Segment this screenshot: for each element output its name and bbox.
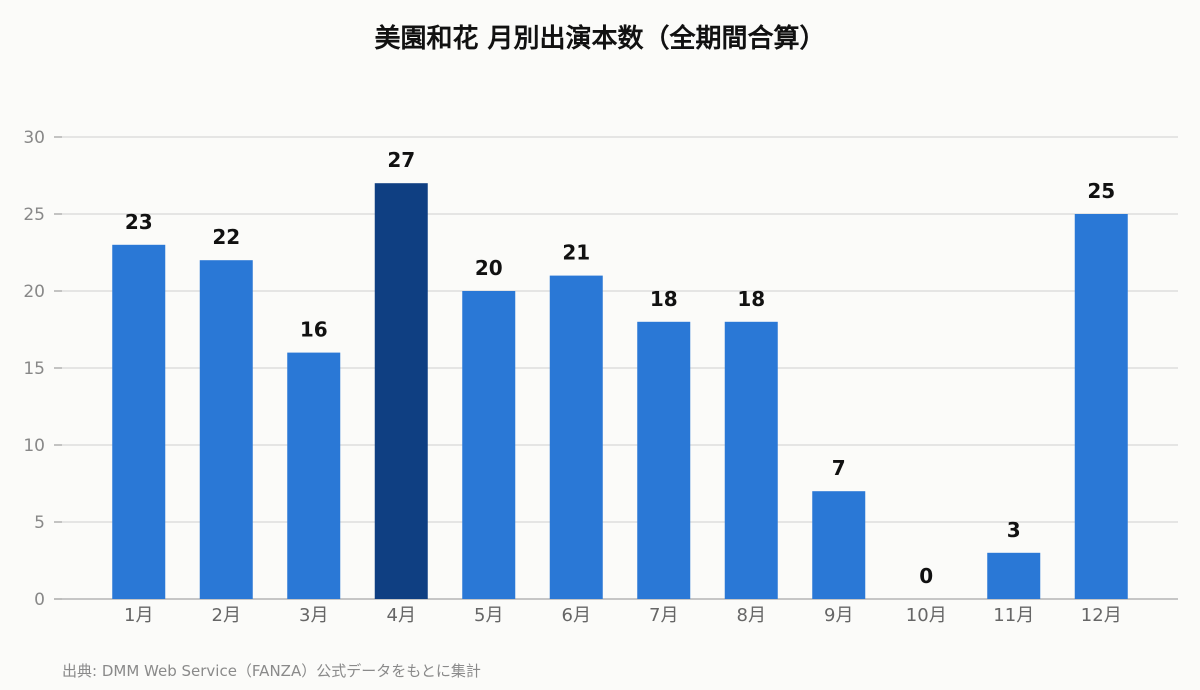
- data-label: 18: [650, 287, 678, 311]
- data-label: 27: [387, 148, 415, 172]
- data-label: 22: [212, 225, 240, 249]
- x-tick-label: 8月: [737, 605, 766, 626]
- x-tick-label: 12月: [1081, 605, 1122, 626]
- data-label: 20: [475, 256, 503, 280]
- x-tick-label: 4月: [387, 605, 416, 626]
- x-tick-label: 5月: [474, 605, 503, 626]
- x-tick-label: 11月: [993, 605, 1034, 626]
- data-label: 18: [737, 287, 765, 311]
- x-tick-label: 9月: [824, 605, 853, 626]
- x-tick-label: 2月: [212, 605, 241, 626]
- bar: [724, 321, 778, 599]
- y-tick-label: 0: [34, 590, 45, 610]
- bar: [987, 552, 1041, 599]
- bar: [374, 183, 428, 599]
- x-tick-label: 6月: [562, 605, 591, 626]
- bar: [287, 352, 341, 599]
- x-tick-label: 3月: [299, 605, 328, 626]
- bar: [112, 244, 166, 600]
- data-label: 7: [832, 456, 846, 480]
- chart-title: 美園和花 月別出演本数（全期間合算）: [374, 24, 826, 54]
- source-note: 出典: DMM Web Service（FANZA）公式データをもとに集計: [62, 662, 481, 680]
- data-label: 3: [1007, 518, 1021, 542]
- data-label: 23: [125, 210, 153, 234]
- y-tick-label: 15: [23, 359, 45, 379]
- bar: [1074, 214, 1128, 599]
- y-tick-label: 25: [23, 205, 45, 225]
- y-tick-label: 10: [23, 436, 45, 456]
- data-label: 0: [919, 564, 933, 588]
- y-tick-label: 30: [23, 128, 45, 148]
- bar: [462, 291, 516, 599]
- x-tick-label: 10月: [906, 605, 947, 626]
- bar: [812, 491, 866, 599]
- data-label: 25: [1087, 179, 1115, 203]
- bar: [549, 275, 603, 599]
- data-label: 16: [300, 318, 328, 342]
- bar: [637, 321, 691, 599]
- x-tick-label: 1月: [124, 605, 153, 626]
- data-label: 21: [562, 241, 590, 265]
- bar: [199, 260, 253, 599]
- y-tick-label: 20: [23, 282, 45, 302]
- y-tick-label: 5: [34, 513, 45, 533]
- x-tick-label: 7月: [649, 605, 678, 626]
